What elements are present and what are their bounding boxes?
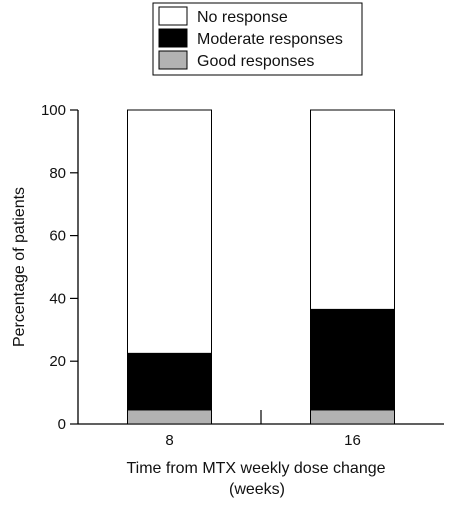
legend-swatch bbox=[158, 50, 188, 70]
y-tick-label: 20 bbox=[49, 353, 66, 370]
y-tick-label: 80 bbox=[49, 165, 66, 182]
legend-label: No response bbox=[197, 9, 288, 26]
y-axis-label: Percentage of patients bbox=[11, 187, 28, 347]
legend: No response Moderate responses Good respon… bbox=[152, 2, 363, 76]
bar-segment-moderate-responses bbox=[127, 352, 212, 411]
y-tick-label: 0 bbox=[58, 416, 66, 433]
legend-swatch bbox=[158, 28, 188, 48]
y-tick-label: 100 bbox=[41, 102, 66, 119]
legend-label: Moderate responses bbox=[197, 31, 343, 48]
legend-swatch bbox=[158, 6, 188, 26]
bar-segment-good-responses bbox=[127, 409, 212, 425]
legend-box bbox=[152, 2, 363, 76]
y-tick-label: 60 bbox=[49, 228, 66, 245]
x-tick-label: 8 bbox=[165, 432, 173, 449]
bar-segment-no-response bbox=[127, 109, 212, 354]
y-axis-ticks: 0 20 40 60 80 100 bbox=[41, 102, 78, 433]
x-axis-label: Time from MTX weekly dose change bbox=[126, 460, 385, 477]
bar-segment-moderate-responses bbox=[310, 308, 395, 411]
legend-label: Good responses bbox=[197, 53, 314, 70]
x-tick-label: 16 bbox=[344, 432, 361, 449]
x-axis-tick-labels: 8 16 bbox=[165, 432, 361, 449]
bar-segment-good-responses bbox=[310, 409, 395, 425]
bar-segment-no-response bbox=[310, 109, 395, 310]
x-axis-label-unit: (weeks) bbox=[229, 481, 285, 498]
y-tick-label: 40 bbox=[49, 290, 66, 307]
bars bbox=[127, 109, 395, 425]
